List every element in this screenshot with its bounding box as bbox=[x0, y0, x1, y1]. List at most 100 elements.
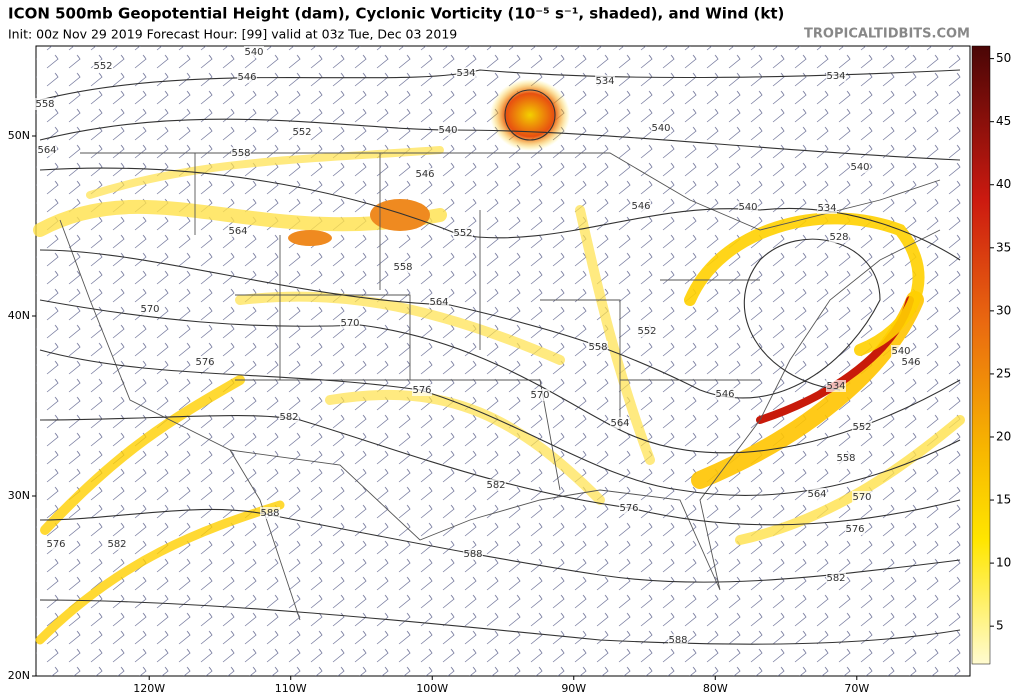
contour-label-bg bbox=[237, 71, 257, 83]
contour-label: 570 bbox=[852, 492, 871, 503]
contour-label: 558 bbox=[393, 262, 412, 273]
contour-label: 546 bbox=[415, 169, 434, 180]
contour-label-bg bbox=[292, 126, 312, 138]
contour-label-bg bbox=[530, 389, 550, 401]
contour-label-bg bbox=[453, 227, 473, 239]
colorbar-label: 20 bbox=[996, 429, 1011, 443]
lon-label: 70W bbox=[844, 682, 869, 695]
contour-label-bg bbox=[279, 411, 299, 423]
contour-label-bg bbox=[429, 296, 449, 308]
contour-label-bg bbox=[340, 317, 360, 329]
contour-label: 576 bbox=[46, 539, 65, 550]
colorbar-label: 10 bbox=[996, 556, 1011, 570]
contour-label-bg bbox=[35, 98, 55, 110]
contour-label: 528 bbox=[829, 232, 848, 243]
contour-label: 546 bbox=[631, 201, 650, 212]
contour-label-bg bbox=[393, 261, 413, 273]
contour-label: 540 bbox=[438, 125, 457, 136]
contour-label: 582 bbox=[486, 480, 505, 491]
colorbar-label: 50 bbox=[996, 51, 1011, 65]
contour-labels: 552 540 534 534 534 558 546 552 540 540 564 558 546 5… bbox=[35, 46, 921, 646]
contour-label: 540 bbox=[891, 346, 910, 357]
contour-label: 534 bbox=[595, 76, 614, 87]
contour-label: 540 bbox=[244, 47, 263, 58]
contour-label-bg bbox=[826, 572, 846, 584]
height-contours bbox=[39, 69, 961, 645]
lat-label: 20N bbox=[8, 669, 30, 682]
contour-label-bg bbox=[836, 452, 856, 464]
contour-label-bg bbox=[107, 538, 127, 550]
title: ICON 500mb Geopotential Height (dam), Cy… bbox=[8, 5, 784, 23]
contour-label: 540 bbox=[651, 123, 670, 134]
contour-label-bg bbox=[93, 60, 113, 72]
lat-label: 30N bbox=[8, 489, 30, 502]
map-area: 552 540 534 534 534 558 546 552 540 540 564 558 546 5… bbox=[33, 45, 971, 677]
contour-label-bg bbox=[829, 231, 849, 243]
subtitle: Init: 00z Nov 29 2019 Forecast Hour: [99… bbox=[8, 27, 457, 42]
contour-label: 564 bbox=[429, 297, 448, 308]
contour-label-bg bbox=[715, 388, 735, 400]
contour-label-bg bbox=[244, 46, 264, 58]
contour-label: 588 bbox=[668, 635, 687, 646]
contour-label-bg bbox=[845, 523, 865, 535]
contour-label-bg bbox=[46, 538, 66, 550]
contour-label: 552 bbox=[453, 228, 472, 239]
contour-label: 534 bbox=[826, 71, 845, 82]
contour-label: 582 bbox=[107, 539, 126, 550]
contour-label-bg bbox=[738, 201, 758, 213]
contour-label: 558 bbox=[836, 453, 855, 464]
watermark: TROPICALTIDBITS.COM bbox=[804, 27, 970, 42]
colorbar-label: 15 bbox=[996, 493, 1011, 507]
contour-label: 534 bbox=[456, 68, 475, 79]
contour-label-bg bbox=[463, 548, 483, 560]
contour-label: 558 bbox=[231, 148, 250, 159]
contour-label: 564 bbox=[807, 489, 826, 500]
contour-label-bg bbox=[852, 491, 872, 503]
contour-label-bg bbox=[610, 417, 630, 429]
contour-label-bg bbox=[817, 202, 837, 214]
contour-label-bg bbox=[891, 345, 911, 357]
contour-label-bg bbox=[412, 384, 432, 396]
contour-label: 552 bbox=[292, 127, 311, 138]
colorbar-label: 45 bbox=[996, 114, 1011, 128]
contour-label: 540 bbox=[738, 202, 757, 213]
contour-label: 576 bbox=[619, 503, 638, 514]
contour-label-bg bbox=[260, 507, 280, 519]
contour-label-bg bbox=[438, 124, 458, 136]
contour-label-bg bbox=[37, 144, 57, 156]
contour-label-bg bbox=[826, 70, 846, 82]
contour-label-bg bbox=[651, 122, 671, 134]
lon-label: 100W bbox=[416, 682, 448, 695]
lat-label: 50N bbox=[8, 129, 30, 142]
contour-label-bg bbox=[140, 303, 160, 315]
contour-label: 588 bbox=[260, 508, 279, 519]
colorbar bbox=[971, 45, 991, 665]
contour-label-bg bbox=[415, 168, 435, 180]
contour-label-bg bbox=[228, 225, 248, 237]
contour-label: 570 bbox=[340, 318, 359, 329]
colorbar-label: 25 bbox=[996, 366, 1011, 380]
lon-label: 120W bbox=[133, 682, 165, 695]
colorbar-label: 35 bbox=[996, 240, 1011, 254]
contour-label: 582 bbox=[279, 412, 298, 423]
contour-label: 546 bbox=[715, 389, 734, 400]
colorbar-label: 30 bbox=[996, 303, 1011, 317]
contour-label: 564 bbox=[228, 226, 247, 237]
contour-label-bg bbox=[619, 502, 639, 514]
contour-label-bg bbox=[852, 421, 872, 433]
colorbar-label: 40 bbox=[996, 177, 1011, 191]
contour-label: 552 bbox=[852, 422, 871, 433]
contour-label: 570 bbox=[140, 304, 159, 315]
contour-label-bg bbox=[668, 634, 688, 646]
contour-label-bg bbox=[231, 147, 251, 159]
contour-label-bg bbox=[486, 479, 506, 491]
contour-label: 576 bbox=[412, 385, 431, 396]
lon-label: 90W bbox=[561, 682, 586, 695]
contour-label-bg bbox=[631, 200, 651, 212]
contour-label: 546 bbox=[237, 72, 256, 83]
vorticity-shading bbox=[33, 79, 965, 645]
borders bbox=[59, 152, 941, 621]
colorbar-label: 5 bbox=[996, 619, 1004, 633]
contour-label: 588 bbox=[463, 549, 482, 560]
